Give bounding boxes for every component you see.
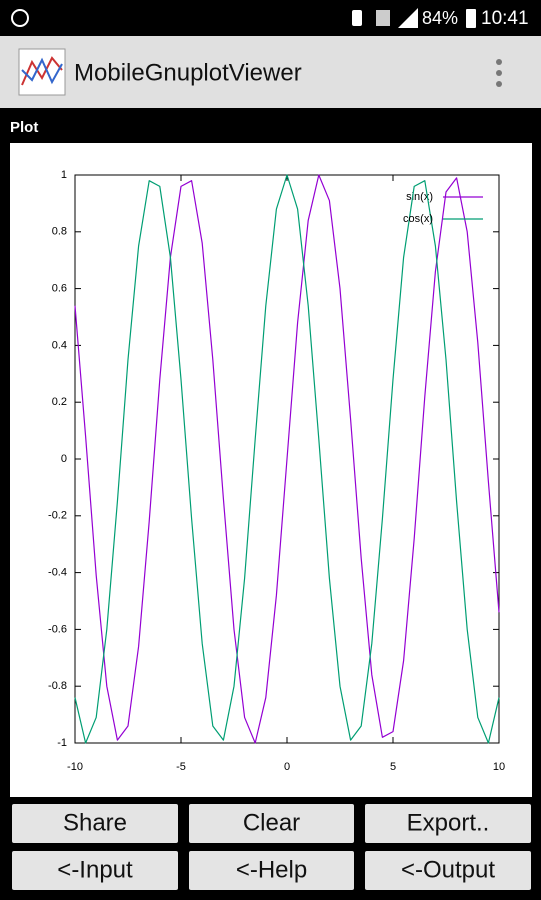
app-title: MobileGnuplotViewer: [74, 59, 302, 86]
clock: 10:41: [481, 8, 529, 29]
menu-dot[interactable]: [496, 59, 502, 65]
battery-icon: [466, 9, 476, 28]
x-tick-label: 10: [493, 761, 505, 773]
button[interactable]: [365, 804, 531, 843]
button-label[interactable]: <-Input: [57, 856, 133, 883]
y-tick-label: -0.6: [48, 623, 67, 635]
button-label[interactable]: Clear: [243, 809, 300, 836]
y-tick-label: -0.4: [48, 567, 67, 579]
plot-area: [10, 143, 532, 797]
vibrate-icon: [352, 10, 362, 26]
button[interactable]: [12, 851, 178, 890]
y-tick-label: -1: [57, 737, 67, 749]
signal-icon: [398, 8, 418, 28]
sim-icon: [376, 10, 390, 26]
button[interactable]: [12, 804, 178, 843]
app-icon-line: [21, 56, 63, 86]
y-tick-label: -0.2: [48, 510, 67, 522]
button-label[interactable]: Share: [63, 809, 127, 836]
series-line: [74, 174, 500, 744]
legend-label: sin(x): [406, 191, 433, 203]
app-bar: MobileGnuplotViewer: [0, 36, 541, 108]
section-label: Plot: [10, 119, 38, 136]
y-tick-label: 0.6: [52, 283, 67, 295]
app-bar-bg: [0, 36, 541, 108]
legend-label: cos(x): [403, 213, 433, 225]
y-tick-label: -0.8: [48, 680, 67, 692]
button-label[interactable]: <-Help: [236, 856, 307, 883]
menu-dot[interactable]: [496, 70, 502, 76]
status-bar: 84% 10:41: [11, 8, 529, 29]
button[interactable]: [365, 851, 531, 890]
y-tick-label: 0.8: [52, 226, 67, 238]
y-tick-label: 1: [61, 169, 67, 181]
app-icon-line: [21, 57, 63, 85]
menu-dot[interactable]: [496, 81, 502, 87]
x-tick-label: 5: [390, 761, 396, 773]
series-line: [74, 174, 500, 744]
accessibility-icon: [11, 9, 29, 27]
x-tick-label: 0: [284, 761, 290, 773]
battery-percent: 84%: [422, 8, 458, 28]
y-tick-label: 0.4: [52, 339, 67, 351]
button[interactable]: [189, 851, 354, 890]
button-label[interactable]: <-Output: [401, 856, 495, 883]
x-tick-label: -10: [67, 761, 83, 773]
overflow-menu[interactable]: [496, 59, 502, 87]
button[interactable]: [189, 804, 354, 843]
y-tick-label: 0.2: [52, 396, 67, 408]
x-tick-label: -5: [176, 761, 186, 773]
y-tick-label: 0: [61, 453, 67, 465]
button-label[interactable]: Export..: [407, 809, 490, 836]
